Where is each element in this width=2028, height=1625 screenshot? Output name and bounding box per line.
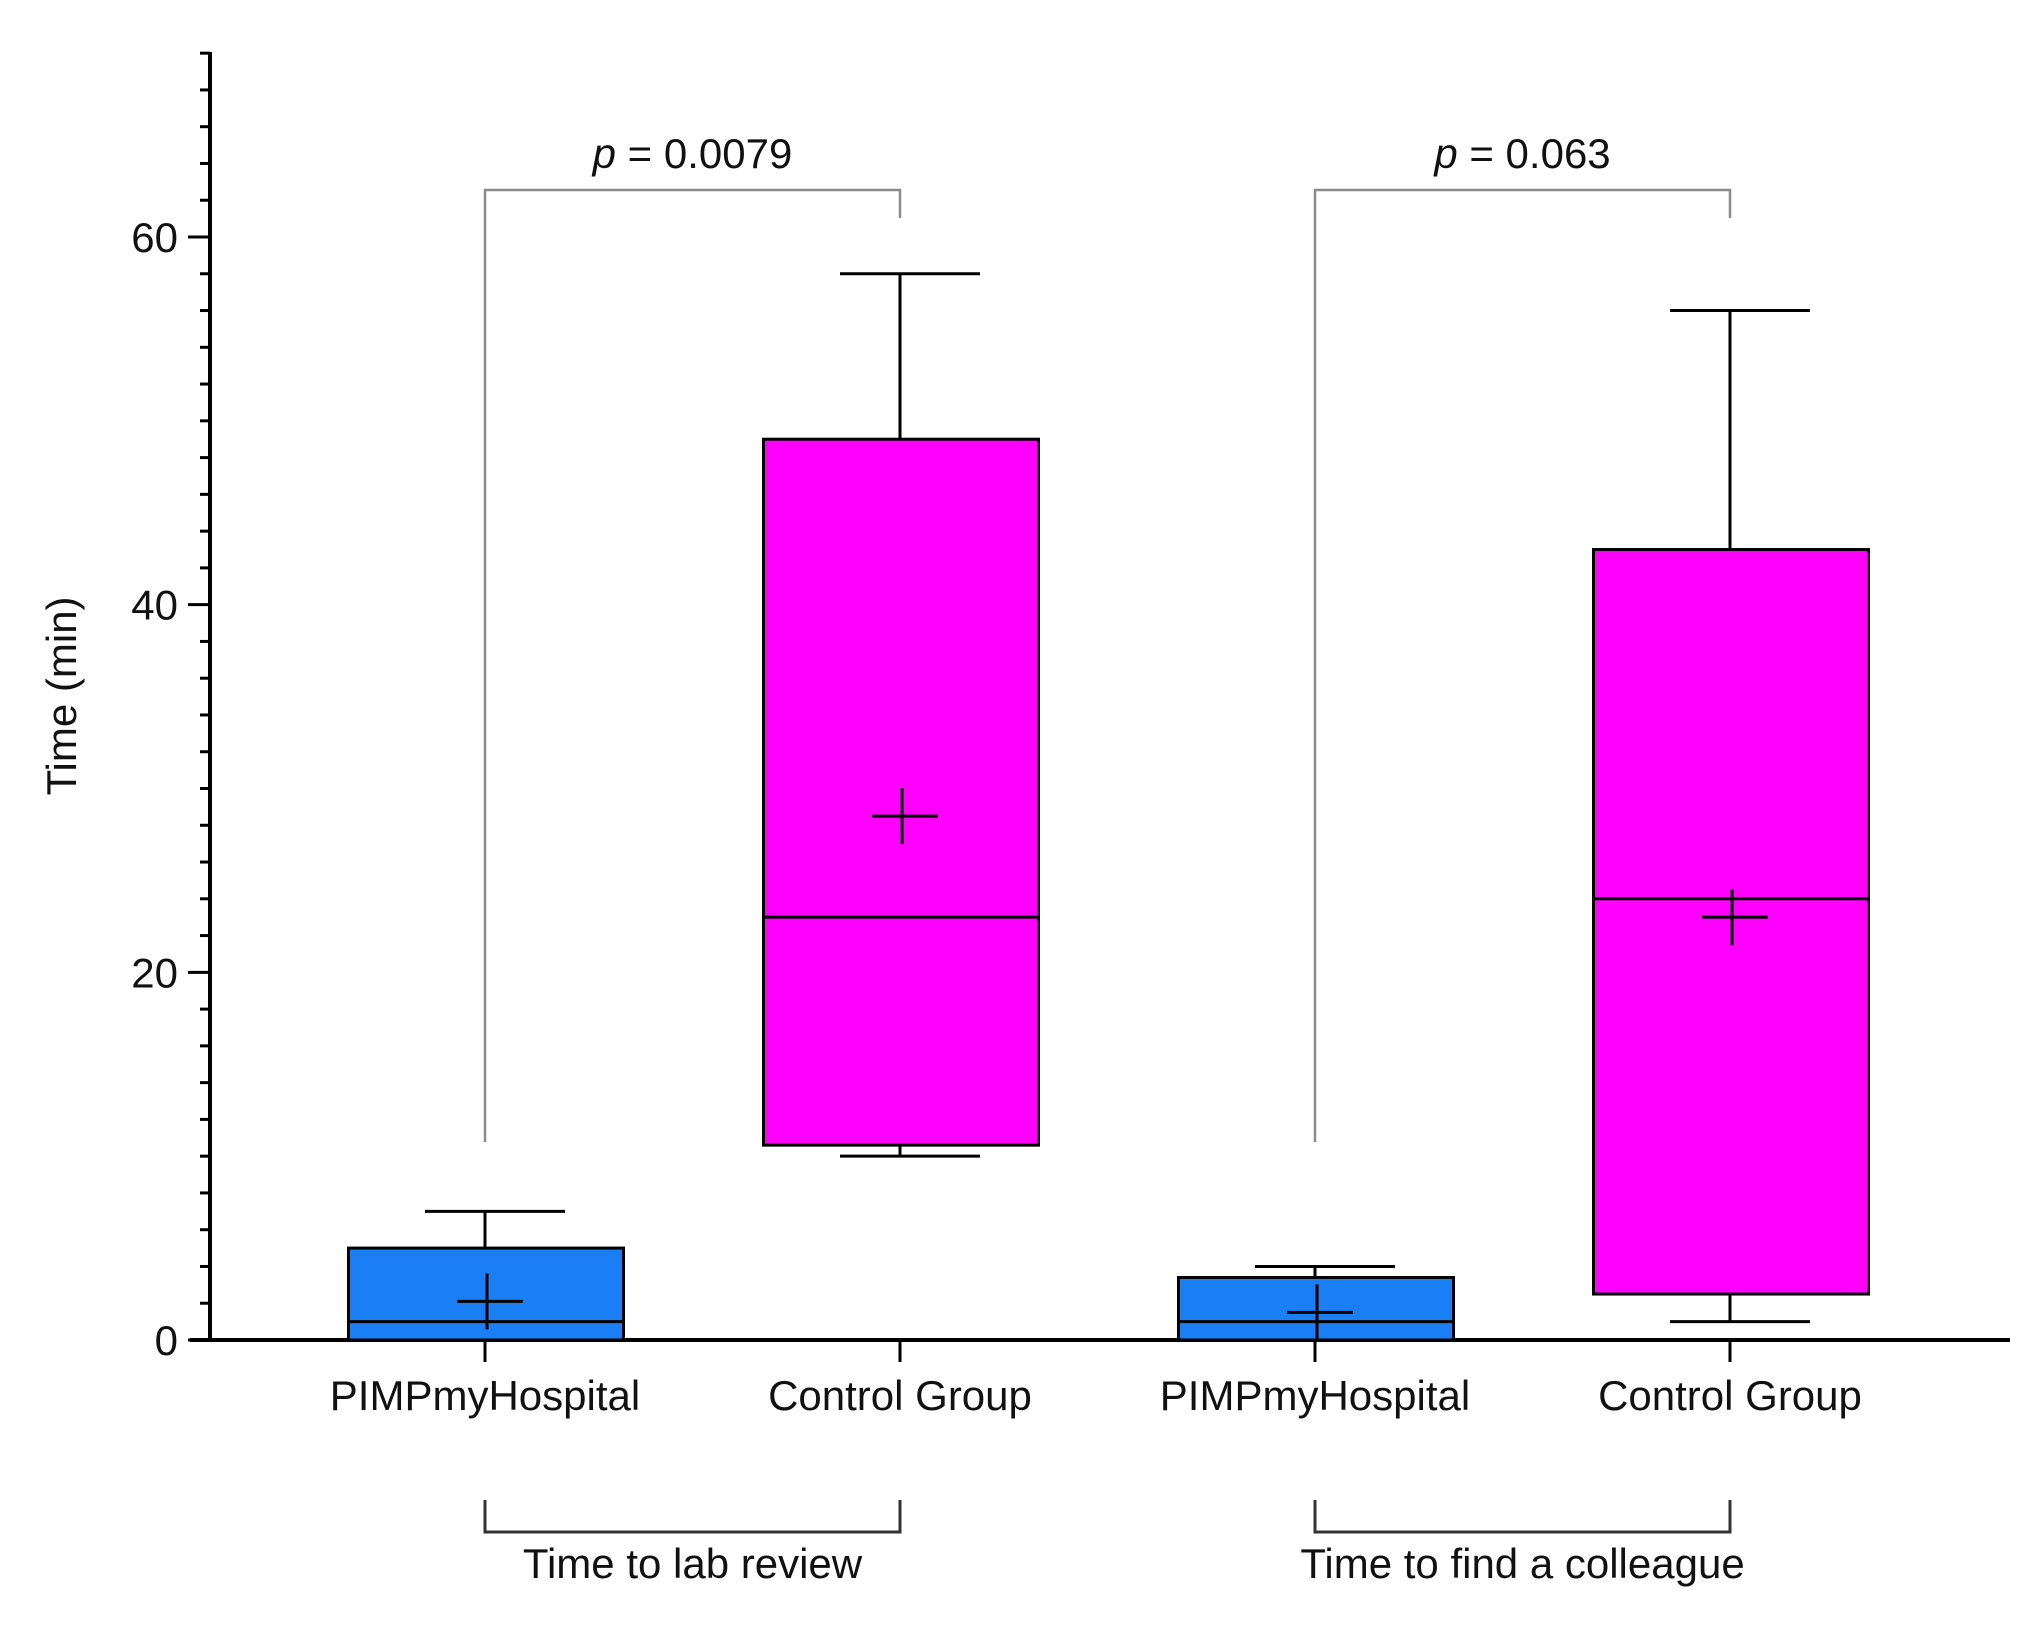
x-category-label: PIMPmyHospital xyxy=(330,1372,640,1419)
y-tick-label: 60 xyxy=(131,214,178,261)
iqr-box xyxy=(762,437,1040,1147)
x-category-label: PIMPmyHospital xyxy=(1160,1372,1470,1419)
significance-bracket xyxy=(483,188,902,1142)
x-category-label: Control Group xyxy=(1598,1372,1862,1419)
group-label: Time to find a colleague xyxy=(1300,1540,1744,1587)
y-tick-label: 40 xyxy=(131,582,178,629)
group-bracket xyxy=(1313,1500,1732,1534)
labels-layer: Time (min) PIMPmyHospital Control Group PIM… xyxy=(38,596,1862,1419)
y-axis-title: Time (min) xyxy=(38,596,85,795)
p-value-label: p = 0.063 xyxy=(1432,130,1610,177)
significance-bracket xyxy=(1313,188,1732,1142)
x-category-label: Control Group xyxy=(768,1372,1032,1419)
p-value: = 0.063 xyxy=(1458,130,1611,177)
y-tick-label: 0 xyxy=(155,1317,178,1364)
group-bracket xyxy=(483,1500,902,1534)
y-tick-label: 20 xyxy=(131,949,178,996)
p-value: = 0.0079 xyxy=(616,130,792,177)
p-value-label: p = 0.0079 xyxy=(591,130,793,177)
boxes-layer xyxy=(347,272,1870,1342)
brackets-layer: p = 0.0079 Time to lab review p = 0.063 Tim… xyxy=(483,130,1745,1587)
p-symbol: p xyxy=(591,130,616,177)
group-label: Time to lab review xyxy=(523,1540,863,1587)
p-symbol: p xyxy=(1432,130,1457,177)
